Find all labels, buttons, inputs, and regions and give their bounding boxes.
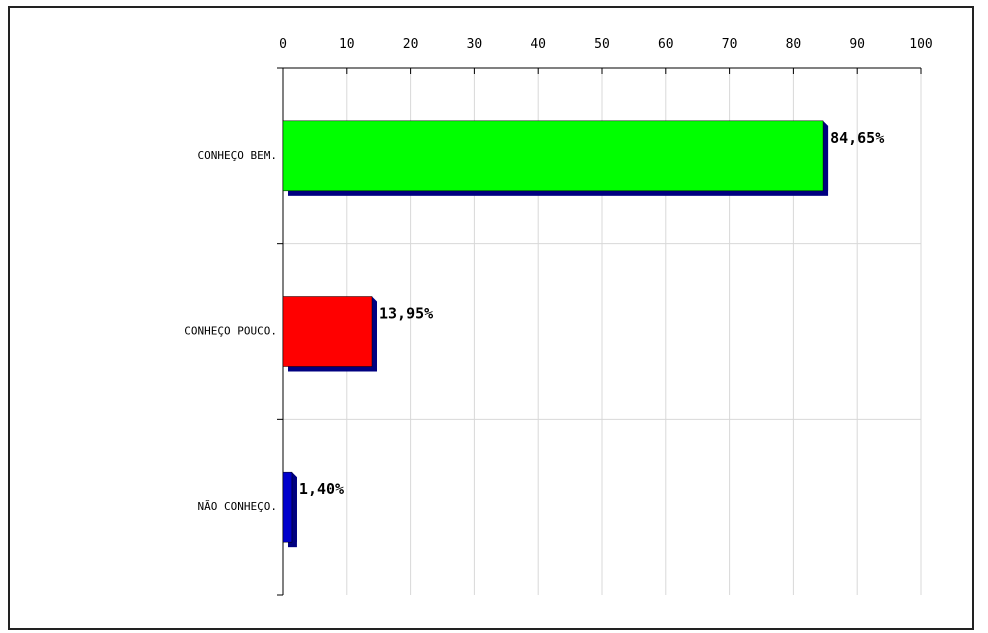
x-tick-label: 70	[722, 37, 738, 52]
x-tick-label: 10	[339, 37, 355, 52]
bar-shadow-block	[288, 477, 297, 548]
bar	[282, 471, 293, 543]
category-label: NÃO CONHEÇO.	[198, 500, 277, 513]
x-tick-label: 60	[658, 37, 674, 52]
data-label: 1,40%	[299, 480, 344, 498]
category-label: CONHEÇO POUCO.	[184, 325, 277, 338]
x-tick-label: 90	[849, 37, 865, 52]
x-tick-label: 20	[403, 37, 419, 52]
x-tick-label: 50	[594, 37, 610, 52]
data-label: 84,65%	[830, 129, 884, 147]
x-tick-label: 30	[467, 37, 483, 52]
x-tick-label: 100	[909, 37, 932, 52]
x-tick-label: 0	[279, 37, 287, 52]
category-label: CONHEÇO BEM.	[198, 149, 277, 162]
x-tick-label: 80	[786, 37, 802, 52]
x-tick-label: 40	[530, 37, 546, 52]
bar	[282, 296, 373, 367]
chart-frame	[8, 6, 974, 630]
data-label: 13,95%	[379, 305, 433, 323]
bar	[282, 120, 824, 192]
